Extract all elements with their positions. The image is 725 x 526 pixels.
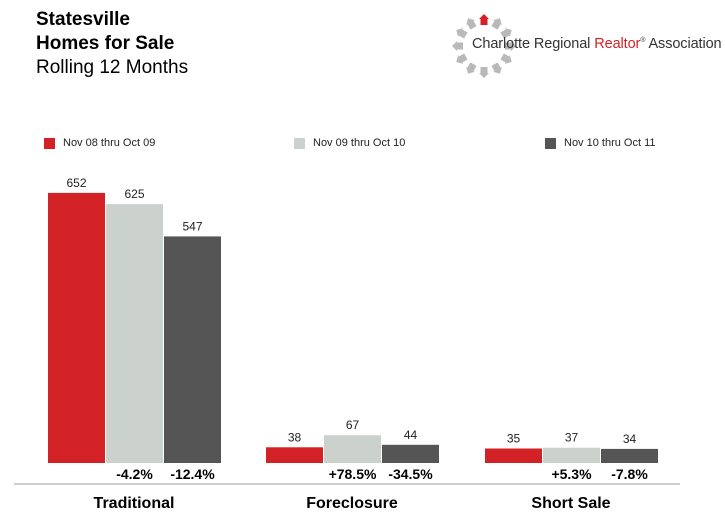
logo-text-mark: ®: [640, 37, 646, 45]
logo-house: [500, 28, 512, 39]
category-label-foreclosure: Foreclosure: [306, 495, 398, 512]
logo-house: [452, 41, 463, 51]
legend-item-series-3: Nov 10 thru Oct 11: [545, 136, 656, 150]
data-label-short-sale-series-2: 37: [565, 431, 579, 445]
bar-foreclosure-series-3: [382, 444, 439, 463]
legend-swatch-series-3: [545, 137, 556, 149]
bar-short-sale-series-1: [485, 448, 542, 463]
legend-label-series-3: Nov 10 thru Oct 11: [564, 137, 656, 149]
data-label-traditional-series-2: 625: [124, 187, 144, 201]
legend-item-series-2: Nov 09 thru Oct 10: [294, 136, 405, 150]
logo-text-after: Association: [645, 36, 722, 52]
logo-house: [479, 67, 489, 78]
chart-title-line1: Statesville: [36, 9, 130, 30]
bar-foreclosure-series-1: [266, 447, 323, 463]
association-logo: Charlotte Regional Realtor® Association: [452, 6, 722, 82]
chart-legend: Nov 08 thru Oct 09 Nov 09 thru Oct 10 No…: [0, 136, 725, 150]
bar-foreclosure-series-2: [324, 435, 381, 463]
change-label-foreclosure-series-3: -34.5%: [388, 466, 433, 482]
data-label-foreclosure-series-3: 44: [404, 428, 418, 442]
logo-house: [491, 18, 502, 30]
data-label-foreclosure-series-1: 38: [288, 430, 302, 444]
category-label-short-sale: Short Sale: [531, 495, 610, 512]
logo-text-brand: Realtor: [594, 36, 641, 52]
bar-short-sale-series-2: [543, 447, 600, 463]
chart-title-line2: Homes for Sale: [36, 33, 175, 54]
legend-label-series-2: Nov 09 thru Oct 10: [313, 137, 406, 149]
logo-house: [456, 28, 468, 39]
title-block: Statesville Homes for Sale Rolling 12 Mo…: [36, 8, 188, 80]
legend-item-series-1: Nov 08 thru Oct 09: [44, 136, 155, 150]
bar-traditional-series-3: [164, 236, 221, 463]
change-label-short-sale-series-3: -7.8%: [611, 466, 648, 482]
data-label-traditional-series-3: 547: [182, 219, 202, 233]
change-label-foreclosure-series-2: +78.5%: [329, 466, 377, 482]
circle-of-houses-icon: [452, 14, 516, 78]
logo-house: [500, 53, 512, 64]
logo-house: [466, 62, 477, 74]
data-label-short-sale-series-1: 35: [507, 432, 521, 446]
logo-house: [491, 62, 502, 74]
category-label-traditional: Traditional: [94, 495, 175, 512]
logo-text: Charlotte Regional Realtor® Association: [472, 36, 722, 52]
bar-traditional-series-1: [48, 192, 105, 463]
logo-text-before: Charlotte Regional: [472, 36, 595, 52]
logo-house-red: [479, 14, 489, 25]
bar-short-sale-series-3: [601, 448, 658, 463]
logo-house: [466, 18, 477, 30]
change-label-short-sale-series-2: +5.3%: [551, 466, 592, 482]
legend-swatch-series-1: [44, 137, 55, 149]
data-label-foreclosure-series-2: 67: [346, 418, 360, 432]
data-label-traditional-series-1: 652: [66, 176, 86, 190]
bar-traditional-series-2: [106, 204, 163, 463]
legend-swatch-series-2: [294, 137, 305, 149]
data-label-short-sale-series-3: 34: [623, 432, 637, 446]
logo-house: [456, 53, 468, 64]
logo-house: [505, 41, 516, 51]
change-label-traditional-series-3: -12.4%: [170, 466, 215, 482]
legend-label-series-1: Nov 08 thru Oct 09: [63, 137, 156, 149]
change-label-traditional-series-2: -4.2%: [116, 466, 153, 482]
chart-subtitle: Rolling 12 Months: [36, 57, 189, 78]
